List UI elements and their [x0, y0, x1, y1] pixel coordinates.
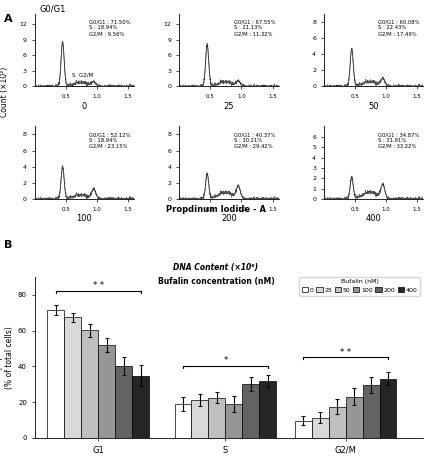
X-axis label: 400: 400: [365, 214, 381, 224]
Text: G0/G1 : 52.12%
S : 18.94%
G2/M : 23.15%: G0/G1 : 52.12% S : 18.94% G2/M : 23.15%: [89, 132, 131, 149]
Text: G0/G1 : 67.55%
S : 21.13%
G2/M : 11.32%: G0/G1 : 67.55% S : 21.13% G2/M : 11.32%: [234, 20, 276, 36]
Text: DNA Content (×10⁶): DNA Content (×10⁶): [173, 263, 259, 272]
Legend: 0, 25, 50, 100, 200, 400: 0, 25, 50, 100, 200, 400: [299, 277, 420, 296]
Text: B: B: [4, 240, 13, 250]
Text: S  G2/M: S G2/M: [73, 73, 94, 78]
Bar: [259, 381, 276, 438]
Text: * *: * *: [340, 348, 351, 356]
Text: A: A: [4, 14, 13, 24]
X-axis label: 50: 50: [368, 102, 379, 111]
X-axis label: 25: 25: [224, 102, 234, 111]
Text: Propdinum Iodide - A: Propdinum Iodide - A: [166, 205, 266, 214]
Bar: [380, 378, 397, 438]
Text: G0/G1 : 40.37%
S : 30.21%
G2/M : 29.42%: G0/G1 : 40.37% S : 30.21% G2/M : 29.42%: [234, 132, 275, 149]
X-axis label: 0: 0: [82, 102, 87, 111]
Text: * *: * *: [92, 281, 104, 290]
Bar: [295, 421, 311, 438]
Text: *: *: [223, 356, 228, 366]
Bar: [209, 398, 226, 438]
Text: Bufalin concentration (nM): Bufalin concentration (nM): [158, 277, 274, 286]
Bar: [329, 407, 346, 438]
Text: G0/G1 : 60.08%
S : 22.43%
G2/M : 17.49%: G0/G1 : 60.08% S : 22.43% G2/M : 17.49%: [378, 20, 420, 36]
Bar: [64, 317, 81, 438]
Text: G0/G1: G0/G1: [40, 4, 66, 13]
Bar: [226, 404, 242, 438]
Bar: [132, 376, 149, 438]
Bar: [98, 345, 115, 438]
Text: Count (×10²): Count (×10²): [0, 67, 9, 118]
Bar: [346, 396, 362, 438]
Text: G0/G1 : 71.50%
S : 18.94%
G2/M : 9.56%: G0/G1 : 71.50% S : 18.94% G2/M : 9.56%: [89, 20, 131, 36]
Bar: [311, 418, 329, 438]
Bar: [175, 404, 191, 438]
Text: G0/G1 : 34.87%
S : 31.91%
G2/M : 33.22%: G0/G1 : 34.87% S : 31.91% G2/M : 33.22%: [378, 132, 420, 149]
Bar: [191, 400, 209, 438]
Bar: [242, 384, 259, 438]
Bar: [81, 331, 98, 438]
Bar: [115, 366, 132, 438]
X-axis label: 100: 100: [76, 214, 92, 224]
Bar: [47, 310, 64, 438]
Bar: [362, 385, 380, 438]
Y-axis label: Cell population
(% of total cells): Cell population (% of total cells): [0, 326, 14, 389]
X-axis label: 200: 200: [221, 214, 237, 224]
